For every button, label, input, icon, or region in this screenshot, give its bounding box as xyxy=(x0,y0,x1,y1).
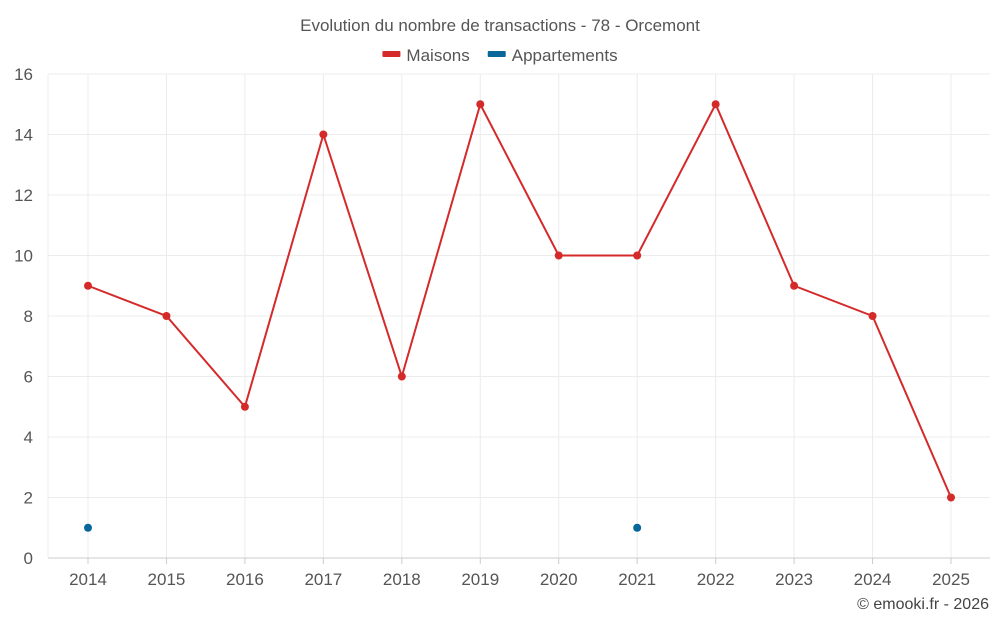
data-point[interactable] xyxy=(947,493,955,502)
data-point[interactable] xyxy=(84,523,92,532)
series-layer xyxy=(84,100,955,532)
x-tick-label: 2024 xyxy=(854,570,892,589)
x-tick-label: 2014 xyxy=(69,570,107,589)
legend: Maisons Appartements xyxy=(382,46,618,65)
x-tick-label: 2020 xyxy=(540,570,578,589)
y-axis: 0 2 4 6 8 10 12 14 16 xyxy=(14,65,33,568)
data-point[interactable] xyxy=(476,100,485,109)
data-point[interactable] xyxy=(84,281,92,290)
data-point[interactable] xyxy=(711,100,720,109)
x-tick-label: 2017 xyxy=(304,570,342,589)
x-tick-label: 2018 xyxy=(383,570,421,589)
data-point[interactable] xyxy=(790,281,799,290)
legend-item-appartements[interactable]: Appartements xyxy=(487,46,618,65)
credit-text: © emooki.fr - 2026 xyxy=(857,596,989,613)
x-axis: 2014 2015 2016 2017 2018 2019 2020 2021 2022 2023… xyxy=(48,557,990,589)
x-tick-label: 2019 xyxy=(461,570,499,589)
data-point[interactable] xyxy=(240,402,249,411)
y-tick-label: 6 xyxy=(24,368,33,387)
legend-label: Appartements xyxy=(512,46,618,65)
y-tick-label: 2 xyxy=(24,489,33,508)
data-point[interactable] xyxy=(554,251,563,260)
data-point[interactable] xyxy=(868,312,877,320)
x-tick-label: 2022 xyxy=(697,570,735,589)
data-point[interactable] xyxy=(633,251,642,260)
y-tick-label: 4 xyxy=(24,428,33,447)
y-tick-label: 10 xyxy=(14,247,33,266)
data-point[interactable] xyxy=(397,372,406,381)
legend-item-maisons[interactable]: Maisons xyxy=(382,46,470,65)
chart-title: Evolution du nombre de transactions - 78… xyxy=(300,16,700,35)
y-tick-label: 8 xyxy=(24,307,33,326)
x-tick-label: 2023 xyxy=(775,570,813,589)
y-tick-label: 14 xyxy=(14,126,33,145)
grid xyxy=(47,73,990,558)
series-line xyxy=(87,101,952,498)
data-point[interactable] xyxy=(319,130,328,139)
y-tick-label: 12 xyxy=(14,186,33,205)
legend-swatch xyxy=(382,51,401,57)
y-tick-label: 16 xyxy=(14,65,33,84)
series-appartements xyxy=(84,523,642,532)
legend-swatch xyxy=(487,51,506,57)
x-tick-label: 2016 xyxy=(226,570,264,589)
x-tick-label: 2025 xyxy=(932,570,970,589)
series-maisons xyxy=(84,100,955,502)
x-tick-label: 2015 xyxy=(148,570,186,589)
y-tick-label: 0 xyxy=(24,549,33,568)
data-point[interactable] xyxy=(162,312,171,320)
legend-label: Maisons xyxy=(406,46,469,65)
x-tick-label: 2021 xyxy=(618,570,656,589)
data-point[interactable] xyxy=(633,523,642,532)
